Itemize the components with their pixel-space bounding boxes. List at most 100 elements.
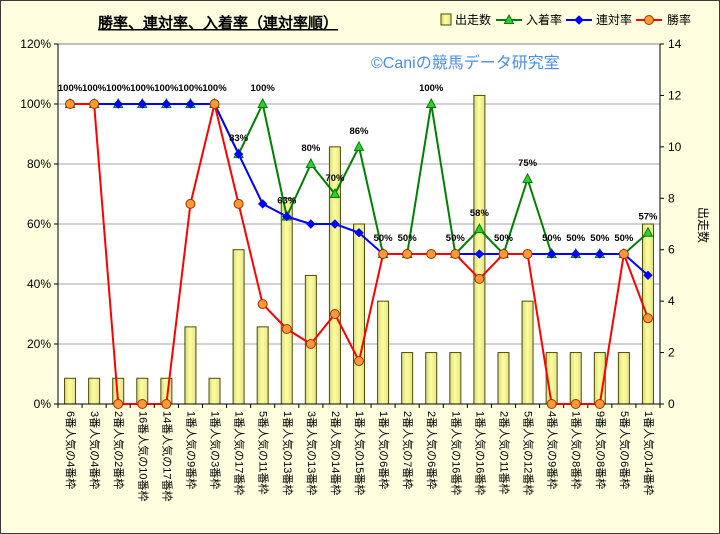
data-point [185, 99, 196, 109]
x-tick-label: 2番人気の11番枠 [497, 411, 511, 495]
x-tick-label: 2番人気の6番枠 [425, 411, 439, 489]
data-point [257, 97, 269, 108]
y-right-tick-label: 4 [668, 294, 675, 308]
bar [377, 300, 390, 405]
data-point [233, 149, 244, 159]
bar [449, 352, 462, 405]
data-label: 50% [446, 233, 466, 244]
data-point [329, 309, 340, 319]
x-tick-label: 2番人気の7番枠 [401, 411, 415, 489]
data-label: 100% [419, 83, 444, 94]
bar [280, 197, 293, 405]
x-tick-label: 1番人気の15番枠 [353, 411, 367, 495]
data-label: 50% [566, 233, 586, 244]
x-tick-label: 1番人気の17番枠 [233, 411, 247, 495]
x-tick-label: 3番人気の4番枠 [88, 411, 102, 489]
legend-marker [644, 15, 654, 25]
data-point [571, 249, 581, 259]
legend-label: 出走数 [455, 12, 491, 27]
data-point [546, 249, 557, 259]
data-point [257, 299, 268, 310]
bar [569, 352, 582, 405]
y-right-tick-label: 8 [668, 191, 675, 205]
legend-item-1: 入着率 [496, 12, 562, 27]
bar [401, 352, 414, 405]
legend-item-3: 勝率 [636, 12, 691, 27]
legend-item-0: 出走数 [440, 12, 491, 27]
y-left-tick-label: 40% [27, 277, 51, 291]
data-point [378, 249, 389, 259]
x-axis: 6番人気の4番枠 3番人気の4番枠 2番人気の2番枠 16番人気の10番枠 14番人気の… [57, 404, 661, 501]
x-tick-label: 1番人気の3番枠 [209, 411, 223, 489]
bar [521, 300, 534, 405]
x-tick-label: 14番人気の17番枠 [160, 411, 174, 501]
y-left-tick-label: 0% [34, 397, 52, 411]
data-point [474, 249, 485, 259]
data-label: 86% [349, 126, 369, 137]
data-point [353, 140, 365, 151]
legend: 出走数 入着率 連対率 勝率 [440, 12, 691, 27]
y-right-axis-title: 出走数 [696, 207, 711, 243]
data-label: 100% [251, 83, 276, 94]
y-right-tick-label: 14 [668, 37, 682, 51]
x-tick-label: 1番人気の14番枠 [642, 411, 656, 495]
y-right-tick-label: 2 [668, 346, 675, 360]
data-point [594, 399, 605, 409]
data-point [89, 99, 100, 109]
x-tick-label: 1番人気の16番枠 [449, 411, 463, 495]
x-tick-label: 4番人気の9番枠 [546, 411, 560, 489]
data-point [642, 226, 654, 237]
bar [64, 377, 77, 405]
y-left-tick-label: 100% [20, 97, 51, 111]
data-label: 50% [542, 233, 562, 244]
data-point [305, 339, 316, 349]
data-label: 50% [590, 233, 610, 244]
legend-label: 入着率 [526, 12, 562, 27]
data-point [354, 227, 364, 238]
x-tick-label: 1番人気の9番枠 [184, 411, 198, 489]
data-label: 100% [82, 83, 107, 94]
bar [497, 352, 510, 405]
bar [184, 326, 197, 405]
legend-label: 連対率 [596, 12, 632, 27]
data-point [233, 198, 244, 209]
data-label: 83% [229, 133, 249, 144]
legend-swatch [440, 13, 452, 26]
data-point [426, 249, 437, 259]
data-point [450, 249, 461, 259]
data-label: 100% [106, 83, 131, 94]
x-tick-label: 1番人気の13番枠 [281, 411, 295, 495]
data-point [282, 211, 292, 222]
data-label: 100% [130, 83, 155, 94]
bar [353, 223, 365, 405]
data-point [185, 198, 196, 209]
bar [425, 352, 438, 405]
legend-marker [574, 15, 584, 25]
data-point [546, 399, 557, 409]
data-label: 50% [374, 233, 394, 244]
data-label: 100% [202, 83, 227, 94]
data-point [643, 270, 653, 281]
data-point [570, 399, 581, 409]
bar [232, 249, 245, 405]
y-left-tick-label: 120% [20, 37, 51, 51]
y-left-tick-label: 80% [27, 157, 51, 171]
data-label: 50% [494, 233, 514, 244]
data-label: 75% [518, 158, 538, 169]
data-point [113, 399, 124, 409]
data-point [161, 99, 172, 109]
data-label: 100% [178, 83, 203, 94]
bar [208, 377, 221, 405]
legend-marker [503, 13, 515, 24]
data-point [474, 273, 485, 284]
data-point [498, 249, 509, 259]
data-point [402, 249, 413, 259]
data-label: 50% [398, 233, 418, 244]
line-series [64, 97, 654, 409]
bar [256, 326, 269, 405]
data-point [65, 99, 76, 109]
x-tick-label: 2番人気の14番枠 [329, 411, 343, 495]
data-label: 50% [614, 233, 634, 244]
data-label: 58% [470, 208, 490, 219]
x-tick-label: 5番人気の12番枠 [522, 411, 536, 495]
